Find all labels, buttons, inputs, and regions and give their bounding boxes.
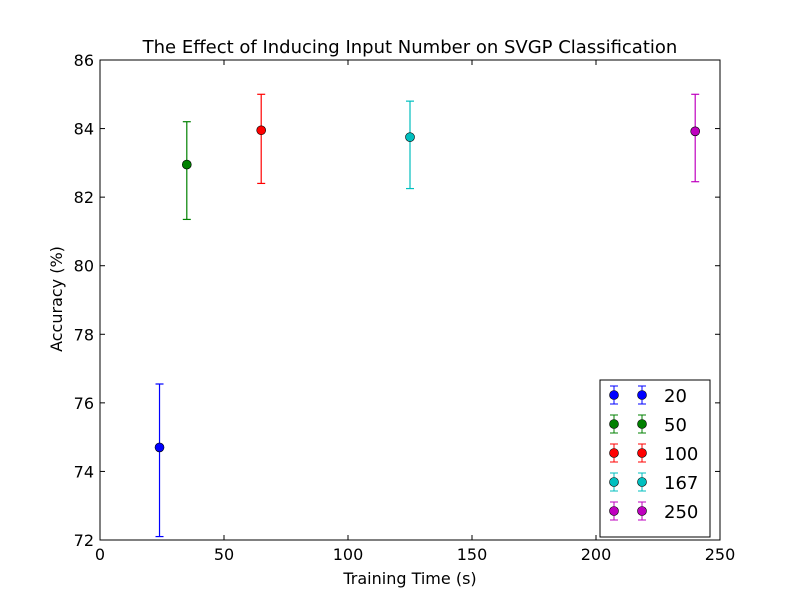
x-tick-label: 0	[95, 545, 105, 564]
x-tick-label: 100	[333, 545, 364, 564]
chart-title: The Effect of Inducing Input Number on S…	[142, 37, 678, 58]
data-point-20	[154, 442, 165, 453]
legend-marker	[609, 448, 619, 458]
legend-marker	[609, 477, 619, 487]
legend-label-20: 20	[664, 386, 687, 407]
x-tick-label: 250	[705, 545, 736, 564]
legend-marker	[609, 506, 619, 516]
data-point-100	[256, 125, 267, 136]
legend-marker	[637, 419, 647, 429]
legend-label-250: 250	[664, 502, 698, 523]
y-tick-label: 80	[74, 257, 94, 276]
y-axis-label: Accuracy (%)	[47, 246, 66, 352]
legend-label-100: 100	[664, 444, 698, 465]
x-tick-label: 200	[581, 545, 612, 564]
legend-label-167: 167	[664, 473, 698, 494]
legend-marker	[637, 390, 647, 400]
x-tick-label: 150	[457, 545, 488, 564]
legend-label-50: 50	[664, 415, 687, 436]
y-tick-label: 74	[74, 462, 94, 481]
y-tick-label: 84	[74, 120, 94, 139]
y-tick-label: 72	[74, 531, 94, 550]
legend-marker	[637, 448, 647, 458]
x-axis-label: Training Time (s)	[342, 569, 476, 588]
legend-marker	[609, 419, 619, 429]
data-point-50	[182, 159, 192, 170]
legend-marker	[637, 506, 647, 516]
legend-marker	[609, 390, 619, 400]
legend-marker	[637, 477, 647, 487]
y-tick-label: 78	[74, 325, 94, 344]
y-tick-label: 76	[74, 394, 94, 413]
data-point-167	[405, 132, 415, 142]
x-tick-label: 50	[214, 545, 234, 564]
y-tick-label: 86	[74, 51, 94, 70]
plot-frame	[99, 59, 721, 541]
data-point-250	[690, 126, 701, 137]
y-tick-label: 82	[74, 188, 94, 207]
legend: 20 50 100 167 250	[599, 379, 711, 538]
